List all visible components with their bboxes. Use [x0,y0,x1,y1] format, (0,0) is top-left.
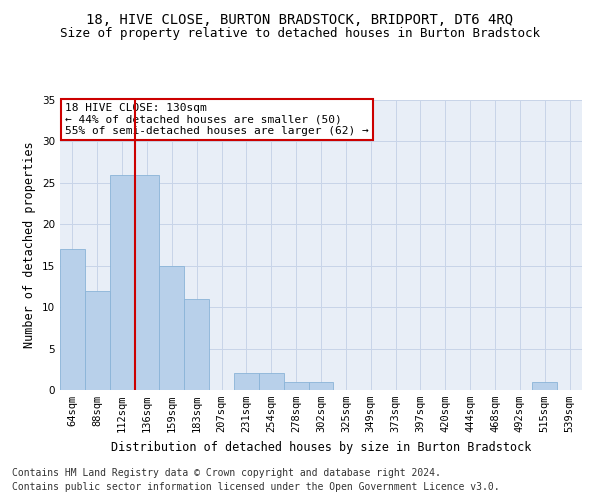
Bar [85,290,110,390]
Bar [259,374,284,390]
Bar [134,174,160,390]
Bar [308,382,334,390]
Bar [532,382,557,390]
Y-axis label: Number of detached properties: Number of detached properties [23,142,37,348]
Bar [184,299,209,390]
Text: Contains public sector information licensed under the Open Government Licence v3: Contains public sector information licen… [12,482,500,492]
Bar [160,266,184,390]
Text: Size of property relative to detached houses in Burton Bradstock: Size of property relative to detached ho… [60,28,540,40]
Text: Contains HM Land Registry data © Crown copyright and database right 2024.: Contains HM Land Registry data © Crown c… [12,468,441,477]
X-axis label: Distribution of detached houses by size in Burton Bradstock: Distribution of detached houses by size … [111,440,531,454]
Bar [110,174,134,390]
Bar [284,382,308,390]
Bar [60,249,85,390]
Bar [234,374,259,390]
Text: 18, HIVE CLOSE, BURTON BRADSTOCK, BRIDPORT, DT6 4RQ: 18, HIVE CLOSE, BURTON BRADSTOCK, BRIDPO… [86,12,514,26]
Text: 18 HIVE CLOSE: 130sqm
← 44% of detached houses are smaller (50)
55% of semi-deta: 18 HIVE CLOSE: 130sqm ← 44% of detached … [65,103,369,136]
